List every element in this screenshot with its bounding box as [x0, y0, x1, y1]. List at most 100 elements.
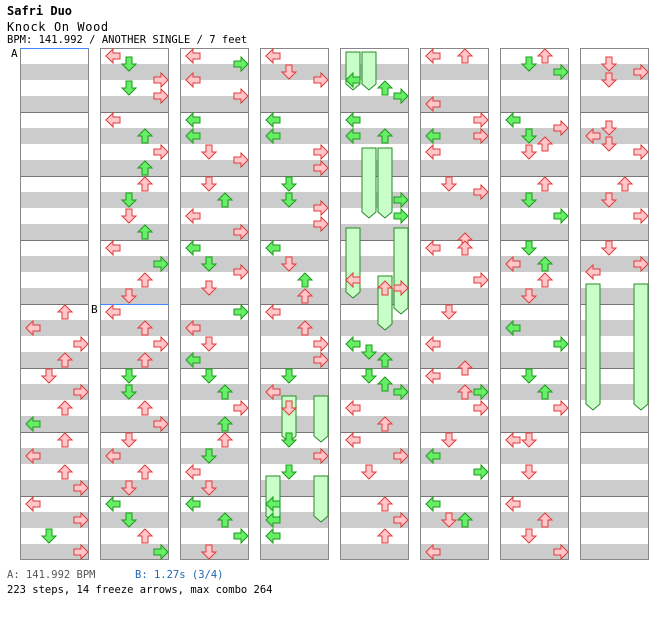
- step-arrow-d: [200, 368, 218, 384]
- beat-stripe: [260, 96, 329, 112]
- step-arrow-u: [136, 320, 154, 336]
- step-arrow-u: [376, 128, 394, 144]
- step-arrow-u: [376, 280, 394, 296]
- beat-stripe: [340, 544, 409, 560]
- step-arrow-l: [585, 263, 601, 281]
- step-arrow-l: [25, 415, 41, 433]
- step-arrow-u: [456, 512, 474, 528]
- step-arrow-l: [505, 111, 521, 129]
- beat-stripe: [20, 512, 89, 528]
- column-border: [260, 48, 329, 560]
- beat-stripe: [420, 128, 489, 144]
- beat-stripe: [20, 288, 89, 304]
- step-arrow-u: [456, 48, 474, 64]
- step-arrow-r: [313, 215, 329, 233]
- step-arrow-l: [185, 239, 201, 257]
- bpm-legend: A: 141.992 BPM B: 1.27s (3/4): [7, 569, 224, 581]
- step-arrow-u: [216, 192, 234, 208]
- beat-stripe: [420, 352, 489, 368]
- step-arrow-r: [553, 119, 569, 137]
- step-arrow-l: [425, 143, 441, 161]
- step-arrow-r: [553, 399, 569, 417]
- section-marker-label: B: [91, 303, 98, 316]
- beat-stripe: [180, 128, 249, 144]
- column-border: [500, 48, 569, 560]
- step-arrow-r: [393, 511, 409, 529]
- freeze-arrow: [361, 51, 377, 91]
- bpm-b-label: B: 1.27s (3/4): [135, 569, 224, 581]
- beat-stripe: [340, 96, 409, 112]
- beat-stripe: [20, 128, 89, 144]
- step-arrow-d: [280, 400, 298, 416]
- step-arrow-l: [425, 367, 441, 385]
- beat-stripe: [180, 320, 249, 336]
- step-arrow-l: [265, 47, 281, 65]
- step-arrow-l: [505, 431, 521, 449]
- step-arrow-d: [360, 344, 378, 360]
- beat-stripe: [180, 96, 249, 112]
- beat-stripe: [420, 384, 489, 400]
- beat-stripe: [500, 224, 569, 240]
- step-arrow-r: [233, 151, 249, 169]
- step-arrow-l: [185, 207, 201, 225]
- step-arrow-u: [136, 352, 154, 368]
- step-arrow-d: [520, 368, 538, 384]
- step-arrow-l: [265, 127, 281, 145]
- beat-stripe: [100, 128, 169, 144]
- beat-stripe: [100, 416, 169, 432]
- beat-stripe: [580, 416, 649, 432]
- step-arrow-u: [136, 176, 154, 192]
- step-arrow-r: [313, 143, 329, 161]
- step-arrow-r: [153, 543, 169, 561]
- beat-stripe: [420, 480, 489, 496]
- step-arrow-u: [536, 272, 554, 288]
- step-arrow-u: [136, 528, 154, 544]
- step-arrow-d: [520, 56, 538, 72]
- freeze-arrow: [313, 395, 329, 443]
- step-arrow-l: [185, 47, 201, 65]
- beat-stripe: [340, 512, 409, 528]
- step-arrow-l: [345, 271, 361, 289]
- step-arrow-u: [536, 48, 554, 64]
- beat-stripe: [260, 384, 329, 400]
- beat-stripe: [340, 416, 409, 432]
- step-arrow-d: [280, 176, 298, 192]
- beat-stripe: [420, 192, 489, 208]
- step-arrow-l: [425, 95, 441, 113]
- beat-stripe: [340, 448, 409, 464]
- beat-stripe: [500, 416, 569, 432]
- step-arrow-u: [376, 496, 394, 512]
- beat-stripe: [20, 352, 89, 368]
- beat-stripe: [500, 256, 569, 272]
- step-arrow-l: [425, 239, 441, 257]
- beat-stripe: [180, 384, 249, 400]
- beat-stripe: [180, 64, 249, 80]
- step-arrow-r: [153, 335, 169, 353]
- beat-stripe: [260, 160, 329, 176]
- beat-stripe: [180, 288, 249, 304]
- step-arrow-r: [393, 279, 409, 297]
- step-arrow-u: [536, 136, 554, 152]
- beat-stripe: [20, 64, 89, 80]
- beat-stripe: [20, 480, 89, 496]
- step-arrow-u: [136, 224, 154, 240]
- step-arrow-r: [633, 207, 649, 225]
- step-arrow-d: [200, 176, 218, 192]
- step-arrow-u: [536, 512, 554, 528]
- step-arrow-u: [216, 512, 234, 528]
- step-arrow-r: [233, 55, 249, 73]
- beat-stripe: [580, 256, 649, 272]
- step-arrow-r: [473, 399, 489, 417]
- step-arrow-r: [233, 303, 249, 321]
- step-arrow-r: [393, 207, 409, 225]
- step-arrow-l: [25, 447, 41, 465]
- step-arrow-d: [600, 120, 618, 136]
- step-arrow-r: [473, 111, 489, 129]
- step-arrow-d: [120, 192, 138, 208]
- step-arrow-l: [425, 447, 441, 465]
- beat-stripe: [180, 160, 249, 176]
- step-arrow-r: [233, 87, 249, 105]
- beat-stripe: [20, 320, 89, 336]
- step-arrow-r: [73, 479, 89, 497]
- step-arrow-r: [473, 127, 489, 145]
